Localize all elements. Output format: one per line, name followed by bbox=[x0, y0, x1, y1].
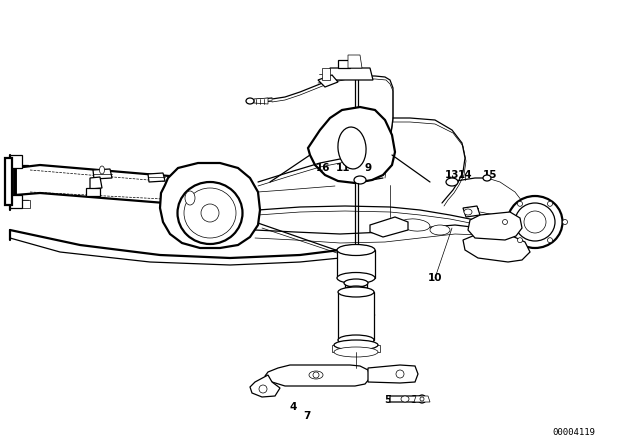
Ellipse shape bbox=[446, 178, 458, 186]
Polygon shape bbox=[93, 169, 112, 179]
Ellipse shape bbox=[185, 191, 195, 205]
Ellipse shape bbox=[502, 220, 508, 224]
Polygon shape bbox=[18, 200, 30, 208]
Ellipse shape bbox=[99, 166, 104, 174]
Text: 00004119: 00004119 bbox=[552, 427, 595, 436]
Polygon shape bbox=[10, 155, 22, 168]
Ellipse shape bbox=[334, 347, 378, 357]
Ellipse shape bbox=[338, 245, 374, 255]
Ellipse shape bbox=[524, 211, 546, 233]
Polygon shape bbox=[5, 158, 12, 205]
Ellipse shape bbox=[344, 286, 368, 294]
Polygon shape bbox=[345, 283, 367, 290]
Ellipse shape bbox=[420, 397, 424, 401]
Ellipse shape bbox=[338, 287, 374, 297]
Polygon shape bbox=[10, 195, 22, 208]
Polygon shape bbox=[468, 212, 522, 240]
Ellipse shape bbox=[337, 272, 375, 284]
Ellipse shape bbox=[338, 335, 374, 345]
Polygon shape bbox=[86, 188, 100, 196]
Ellipse shape bbox=[547, 201, 552, 207]
Ellipse shape bbox=[518, 238, 522, 243]
Text: 8: 8 bbox=[394, 223, 402, 233]
Ellipse shape bbox=[354, 176, 366, 184]
Text: 2: 2 bbox=[355, 268, 362, 278]
Text: 13: 13 bbox=[445, 170, 460, 180]
Ellipse shape bbox=[177, 182, 243, 244]
Polygon shape bbox=[90, 177, 102, 189]
Text: 6: 6 bbox=[410, 395, 417, 405]
Ellipse shape bbox=[344, 279, 368, 287]
Polygon shape bbox=[414, 396, 430, 402]
Polygon shape bbox=[463, 206, 480, 217]
Polygon shape bbox=[328, 68, 373, 80]
Ellipse shape bbox=[396, 370, 404, 378]
Text: 7: 7 bbox=[303, 411, 310, 421]
Polygon shape bbox=[368, 365, 418, 383]
Text: 17: 17 bbox=[466, 208, 480, 218]
Text: 15: 15 bbox=[483, 170, 497, 180]
Ellipse shape bbox=[483, 175, 491, 181]
Ellipse shape bbox=[518, 201, 522, 207]
Polygon shape bbox=[254, 98, 268, 104]
Text: 16: 16 bbox=[316, 163, 330, 173]
Ellipse shape bbox=[334, 340, 378, 350]
Ellipse shape bbox=[400, 219, 430, 231]
Text: 12: 12 bbox=[353, 250, 367, 260]
Text: 5: 5 bbox=[385, 395, 392, 405]
Ellipse shape bbox=[259, 385, 267, 393]
Polygon shape bbox=[322, 68, 330, 80]
Polygon shape bbox=[265, 365, 370, 386]
Polygon shape bbox=[370, 217, 408, 237]
Polygon shape bbox=[160, 163, 260, 248]
Text: 1: 1 bbox=[348, 283, 356, 293]
Polygon shape bbox=[338, 60, 350, 68]
Polygon shape bbox=[318, 75, 338, 87]
Ellipse shape bbox=[184, 188, 236, 238]
Ellipse shape bbox=[309, 371, 323, 379]
Polygon shape bbox=[308, 107, 395, 183]
Ellipse shape bbox=[337, 245, 375, 255]
Text: 4: 4 bbox=[289, 402, 297, 412]
Polygon shape bbox=[390, 396, 425, 402]
Ellipse shape bbox=[338, 127, 366, 169]
Ellipse shape bbox=[401, 396, 409, 402]
Text: 11: 11 bbox=[336, 163, 350, 173]
Ellipse shape bbox=[201, 204, 219, 222]
Polygon shape bbox=[332, 345, 380, 352]
Ellipse shape bbox=[430, 225, 450, 235]
Polygon shape bbox=[348, 55, 362, 68]
Text: 3: 3 bbox=[355, 323, 362, 333]
Ellipse shape bbox=[246, 98, 254, 104]
Ellipse shape bbox=[515, 203, 555, 241]
Text: 14: 14 bbox=[458, 170, 472, 180]
Polygon shape bbox=[250, 375, 280, 397]
Ellipse shape bbox=[563, 220, 568, 224]
Polygon shape bbox=[148, 173, 165, 182]
Ellipse shape bbox=[313, 372, 319, 378]
Ellipse shape bbox=[508, 196, 563, 248]
Text: 10: 10 bbox=[428, 273, 442, 283]
Ellipse shape bbox=[418, 395, 426, 403]
Polygon shape bbox=[337, 250, 375, 278]
Polygon shape bbox=[338, 292, 374, 340]
Polygon shape bbox=[463, 233, 530, 262]
Ellipse shape bbox=[464, 209, 472, 215]
Text: 9: 9 bbox=[364, 163, 372, 173]
Ellipse shape bbox=[547, 238, 552, 243]
